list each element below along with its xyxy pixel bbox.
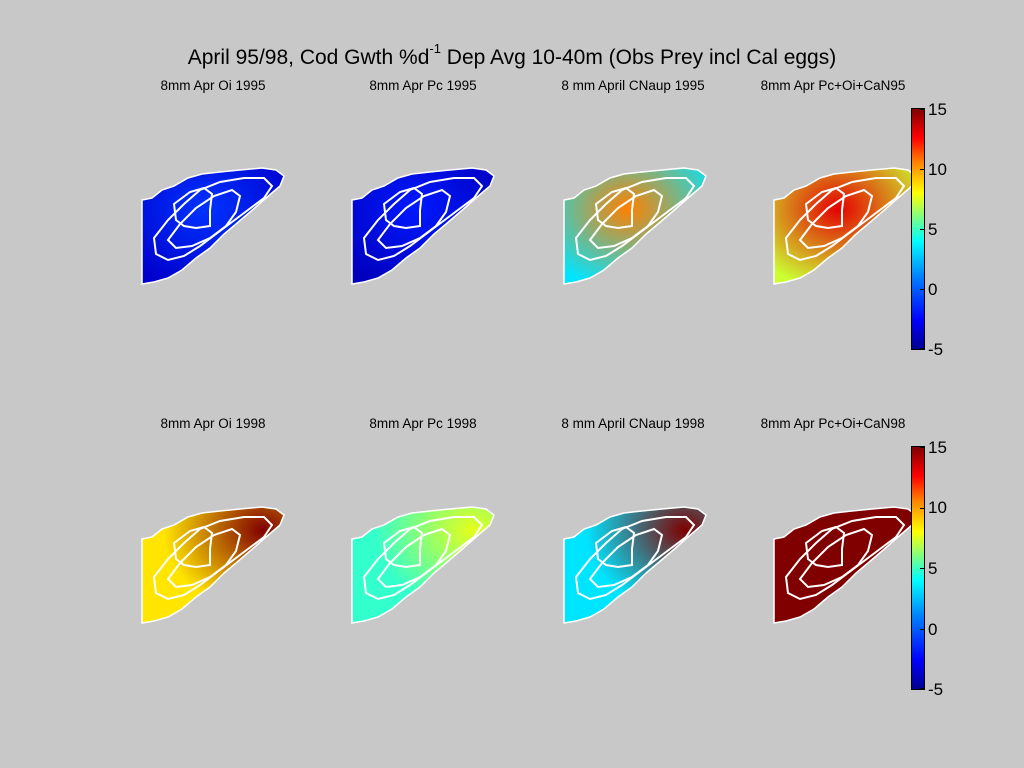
depth-contour bbox=[784, 516, 906, 601]
colorbar-1995-tickmark bbox=[920, 289, 924, 290]
map-panel bbox=[351, 506, 495, 624]
colorbar-1998-tick-10: 10 bbox=[928, 498, 947, 517]
map-panel bbox=[141, 506, 285, 624]
colorbar-1995-tick-15: 15 bbox=[928, 100, 947, 119]
depth-contour bbox=[172, 186, 214, 230]
depth-contour bbox=[166, 527, 242, 589]
panel-title-combined-1998: 8mm Apr Pc+Oi+CaN98 bbox=[760, 416, 906, 431]
depth-contour bbox=[594, 525, 636, 569]
colorbar-1998-tick-m5: -5 bbox=[928, 680, 944, 699]
depth-contour bbox=[362, 177, 484, 262]
map-panel bbox=[773, 167, 917, 285]
growth-field bbox=[564, 168, 706, 284]
map-panel bbox=[351, 167, 495, 285]
colorbar-1995-tickmark bbox=[920, 229, 924, 230]
colorbar-1995-tick-m5: -5 bbox=[928, 340, 944, 359]
map-panel bbox=[563, 506, 707, 624]
growth-field bbox=[352, 507, 494, 623]
depth-contour bbox=[588, 527, 664, 589]
figure-title-main: April 95/98, Cod Gwth %d bbox=[187, 46, 430, 69]
colorbar-1998-tick-0: 0 bbox=[928, 620, 938, 639]
colorbar-1995-tickmark bbox=[920, 169, 924, 170]
colorbar-1998-tickmark bbox=[920, 568, 924, 569]
colorbar-1995-tickmark bbox=[920, 348, 924, 349]
depth-contour bbox=[376, 527, 452, 589]
bank-outline bbox=[141, 506, 285, 624]
map-panel bbox=[563, 167, 707, 285]
panel-title-oi-1995: 8mm Apr Oi 1995 bbox=[160, 78, 266, 93]
panel-title-pc-1998: 8mm Apr Pc 1998 bbox=[369, 416, 477, 431]
depth-contour bbox=[382, 525, 424, 569]
bank-outline bbox=[141, 167, 285, 285]
depth-contour bbox=[594, 186, 636, 230]
figure-title-superscript: -1 bbox=[429, 41, 441, 56]
panel-title-cnaup-1998: 8 mm April CNaup 1998 bbox=[561, 416, 705, 431]
colorbar-1998-tickmark bbox=[920, 447, 924, 448]
panel-title-oi-1998: 8mm Apr Oi 1998 bbox=[160, 416, 266, 431]
depth-contour bbox=[588, 188, 664, 250]
panel-title-pc-1995: 8mm Apr Pc 1995 bbox=[369, 78, 477, 93]
growth-field bbox=[142, 507, 284, 623]
bank-outline bbox=[351, 506, 495, 624]
colorbar-1995-tickmark bbox=[920, 109, 924, 110]
panel-title-cnaup-1995: 8 mm April CNaup 1995 bbox=[561, 78, 705, 93]
depth-contour bbox=[574, 516, 696, 601]
depth-contour bbox=[172, 525, 214, 569]
colorbar-1998-tickmark bbox=[920, 508, 924, 509]
figure-title-rest: Dep Avg 10-40m (Obs Prey incl Cal eggs) bbox=[440, 46, 837, 69]
growth-field bbox=[774, 168, 916, 284]
depth-contour bbox=[166, 188, 242, 250]
colorbar-1995-tick-5: 5 bbox=[928, 220, 938, 239]
bank-outline bbox=[351, 167, 495, 285]
colorbar-1998-tick-15: 15 bbox=[928, 438, 947, 457]
growth-field bbox=[142, 168, 284, 284]
depth-contour bbox=[382, 186, 424, 230]
depth-contour bbox=[152, 177, 274, 262]
panel-title-combined-1995: 8mm Apr Pc+Oi+CaN95 bbox=[760, 78, 906, 93]
colorbar-1998-tick-5: 5 bbox=[928, 559, 938, 578]
depth-contour bbox=[152, 516, 274, 601]
depth-contour bbox=[376, 188, 452, 250]
growth-field bbox=[352, 168, 494, 284]
growth-field bbox=[774, 507, 916, 623]
bank-outline bbox=[563, 167, 707, 285]
colorbar-1998-tickmark bbox=[920, 629, 924, 630]
bank-outline bbox=[563, 506, 707, 624]
colorbar-1998-tickmark bbox=[920, 688, 924, 689]
colorbar-1995-tick-0: 0 bbox=[928, 280, 938, 299]
depth-contour bbox=[784, 177, 906, 262]
depth-contour bbox=[804, 525, 846, 569]
depth-contour bbox=[574, 177, 696, 262]
depth-contour bbox=[798, 527, 874, 589]
depth-contour bbox=[798, 188, 874, 250]
figure-title: April 95/98, Cod Gwth %d-1 Dep Avg 10-40… bbox=[0, 41, 1024, 70]
map-panel bbox=[141, 167, 285, 285]
depth-contour bbox=[362, 516, 484, 601]
growth-field bbox=[564, 507, 706, 623]
map-panel bbox=[773, 506, 917, 624]
depth-contour bbox=[804, 186, 846, 230]
colorbar-1995-tick-10: 10 bbox=[928, 160, 947, 179]
